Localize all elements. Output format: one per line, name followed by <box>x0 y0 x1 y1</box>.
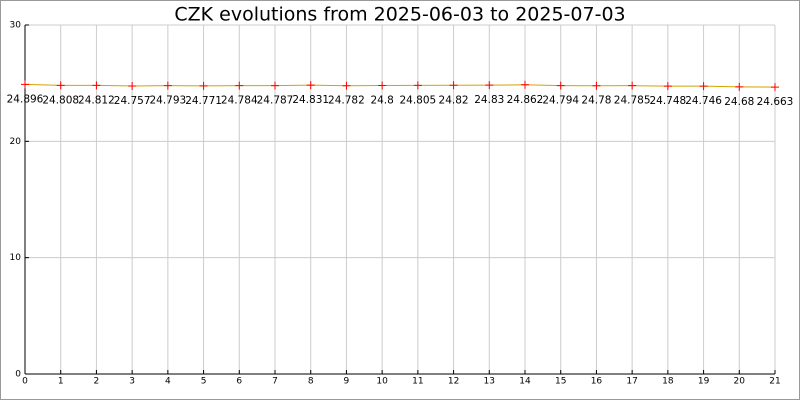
point-marker <box>271 81 279 90</box>
data-label: 24.68 <box>724 96 754 108</box>
y-tick-label: 30 <box>10 21 22 31</box>
point-marker <box>413 81 422 90</box>
point-marker <box>663 82 672 91</box>
data-label: 24.805 <box>399 94 436 106</box>
x-tick-label: 7 <box>272 377 278 387</box>
x-tick-label: 16 <box>591 377 603 387</box>
data-label: 24.757 <box>114 95 151 107</box>
point-marker <box>449 81 458 90</box>
data-label: 24.782 <box>328 95 365 107</box>
point-marker <box>128 81 137 90</box>
x-tick-label: 17 <box>626 377 637 387</box>
data-label: 24.746 <box>685 95 722 107</box>
data-label: 24.831 <box>292 94 329 106</box>
y-tick-label: 20 <box>10 137 22 147</box>
point-marker <box>199 81 208 90</box>
point-marker <box>735 82 744 91</box>
point-marker <box>235 81 244 90</box>
x-tick-label: 14 <box>519 377 531 387</box>
data-label: 24.771 <box>185 95 222 107</box>
point-marker <box>163 81 172 90</box>
x-tick-label: 13 <box>484 377 495 387</box>
data-label: 24.748 <box>649 95 686 107</box>
x-tick-label: 21 <box>769 377 780 387</box>
x-tick-label: 6 <box>236 377 242 387</box>
x-tick-label: 20 <box>734 377 746 387</box>
point-marker <box>378 81 387 90</box>
data-label: 24.808 <box>42 94 79 106</box>
point-marker <box>485 81 494 90</box>
data-label: 24.896 <box>7 93 44 105</box>
x-tick-label: 15 <box>555 377 566 387</box>
point-marker <box>92 81 101 90</box>
x-tick-label: 8 <box>308 377 314 387</box>
point-marker <box>306 81 315 90</box>
x-tick-label: 2 <box>94 377 100 387</box>
y-tick-label: 0 <box>15 370 21 380</box>
x-tick-label: 9 <box>344 377 350 387</box>
data-label: 24.78 <box>581 95 611 107</box>
point-marker <box>628 81 637 90</box>
data-label: 24.83 <box>474 94 504 106</box>
chart-title: CZK evolutions from 2025-06-03 to 2025-0… <box>174 4 625 26</box>
x-tick-label: 10 <box>376 377 388 387</box>
data-label: 24.784 <box>221 95 258 107</box>
data-label: 24.82 <box>439 94 469 106</box>
series-line <box>24 83 776 88</box>
data-label: 24.862 <box>507 94 544 106</box>
point-marker <box>342 81 351 90</box>
x-tick-label: 12 <box>448 377 459 387</box>
x-tick-label: 0 <box>22 377 28 387</box>
point-marker <box>592 81 601 90</box>
y-tick-label: 10 <box>10 253 22 263</box>
x-tick-label: 11 <box>412 377 423 387</box>
data-label: 24.812 <box>78 94 115 106</box>
point-marker <box>56 81 65 90</box>
data-label: 24.787 <box>257 95 294 107</box>
x-tick-label: 4 <box>165 377 171 387</box>
data-label: 24.785 <box>614 95 651 107</box>
point-marker <box>556 81 565 90</box>
data-label: 24.793 <box>149 95 186 107</box>
x-tick-label: 19 <box>698 377 710 387</box>
data-label: 24.794 <box>542 95 579 107</box>
x-tick-label: 5 <box>201 377 207 387</box>
x-tick-label: 3 <box>129 377 135 387</box>
point-marker <box>699 82 708 91</box>
point-marker <box>521 80 529 89</box>
data-label: 24.8 <box>370 94 393 106</box>
x-tick-label: 1 <box>58 377 64 387</box>
x-tick-label: 18 <box>662 377 674 387</box>
point-marker <box>21 80 29 89</box>
point-marker <box>771 83 779 92</box>
data-label: 24.663 <box>757 96 794 108</box>
